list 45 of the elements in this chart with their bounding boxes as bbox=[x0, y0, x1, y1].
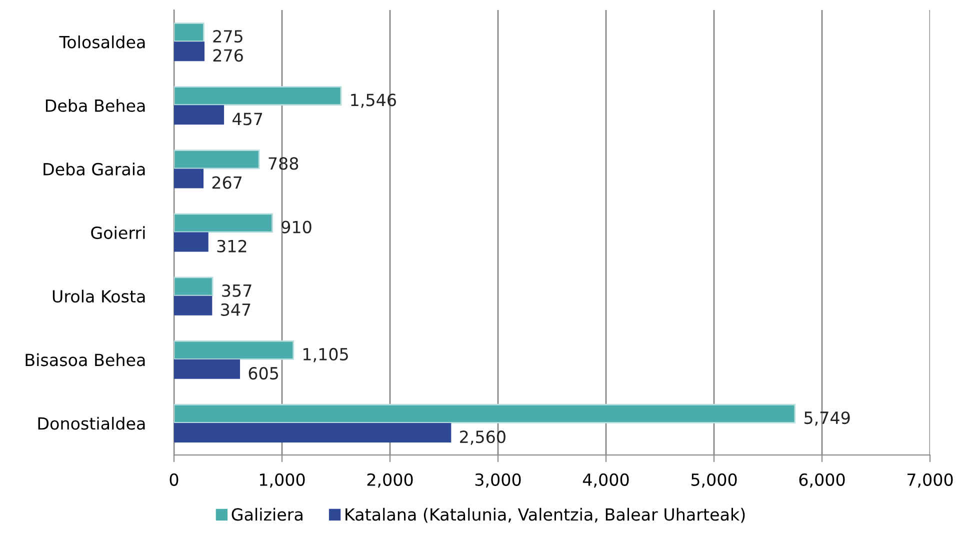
bar bbox=[174, 232, 208, 252]
data-label: 605 bbox=[248, 366, 278, 380]
y-tick-label: Bisasoa Behea bbox=[26, 353, 145, 366]
data-label: 1,546 bbox=[351, 94, 396, 108]
data-label: 357 bbox=[222, 284, 252, 297]
bar bbox=[174, 105, 224, 125]
bar bbox=[174, 150, 260, 170]
bar bbox=[174, 296, 212, 316]
y-tick-label: Goierri bbox=[91, 226, 145, 240]
x-tick-label: 1,000 bbox=[260, 473, 305, 488]
x-tick-label: 7,000 bbox=[908, 473, 953, 488]
bar bbox=[174, 22, 204, 42]
data-label: 5,749 bbox=[804, 411, 850, 426]
legend-label: Katalana (Katalunia, Valentzia, Balear Uharteak) bbox=[346, 508, 745, 523]
bar bbox=[174, 359, 240, 379]
bar bbox=[174, 168, 204, 188]
bar bbox=[174, 404, 796, 424]
bar bbox=[174, 86, 342, 106]
data-label: 2,560 bbox=[460, 430, 506, 445]
data-label: 788 bbox=[268, 157, 298, 170]
x-tick-label: 5,000 bbox=[691, 473, 737, 488]
bar bbox=[174, 42, 205, 62]
y-tick-label: Deba Garaia bbox=[44, 162, 145, 176]
bar bbox=[174, 276, 214, 296]
data-label: 276 bbox=[213, 49, 243, 62]
x-tick-label: 6,000 bbox=[799, 473, 845, 488]
bar bbox=[174, 422, 452, 443]
y-tick-label: Tolosaldea bbox=[59, 35, 145, 48]
bar bbox=[174, 340, 294, 360]
y-tick-label: Donostialdea bbox=[38, 416, 145, 430]
data-label: 910 bbox=[282, 220, 312, 234]
legend-label: Galiziera bbox=[232, 508, 302, 521]
y-tick-label: Deba Behea bbox=[46, 99, 145, 112]
x-tick-label: 3,000 bbox=[475, 473, 521, 488]
data-label: 457 bbox=[232, 112, 262, 126]
data-label: 1,105 bbox=[304, 348, 348, 362]
x-tick-label: 0 bbox=[170, 473, 178, 486]
data-label: 275 bbox=[213, 30, 242, 43]
x-tick-label: 4,000 bbox=[582, 473, 629, 488]
data-label: 267 bbox=[212, 176, 242, 189]
bar bbox=[174, 213, 273, 233]
x-tick-label: 2,000 bbox=[367, 473, 413, 488]
data-label: 312 bbox=[217, 240, 246, 252]
y-tick-label: Urola Kosta bbox=[52, 290, 145, 303]
data-label: 347 bbox=[221, 303, 250, 316]
